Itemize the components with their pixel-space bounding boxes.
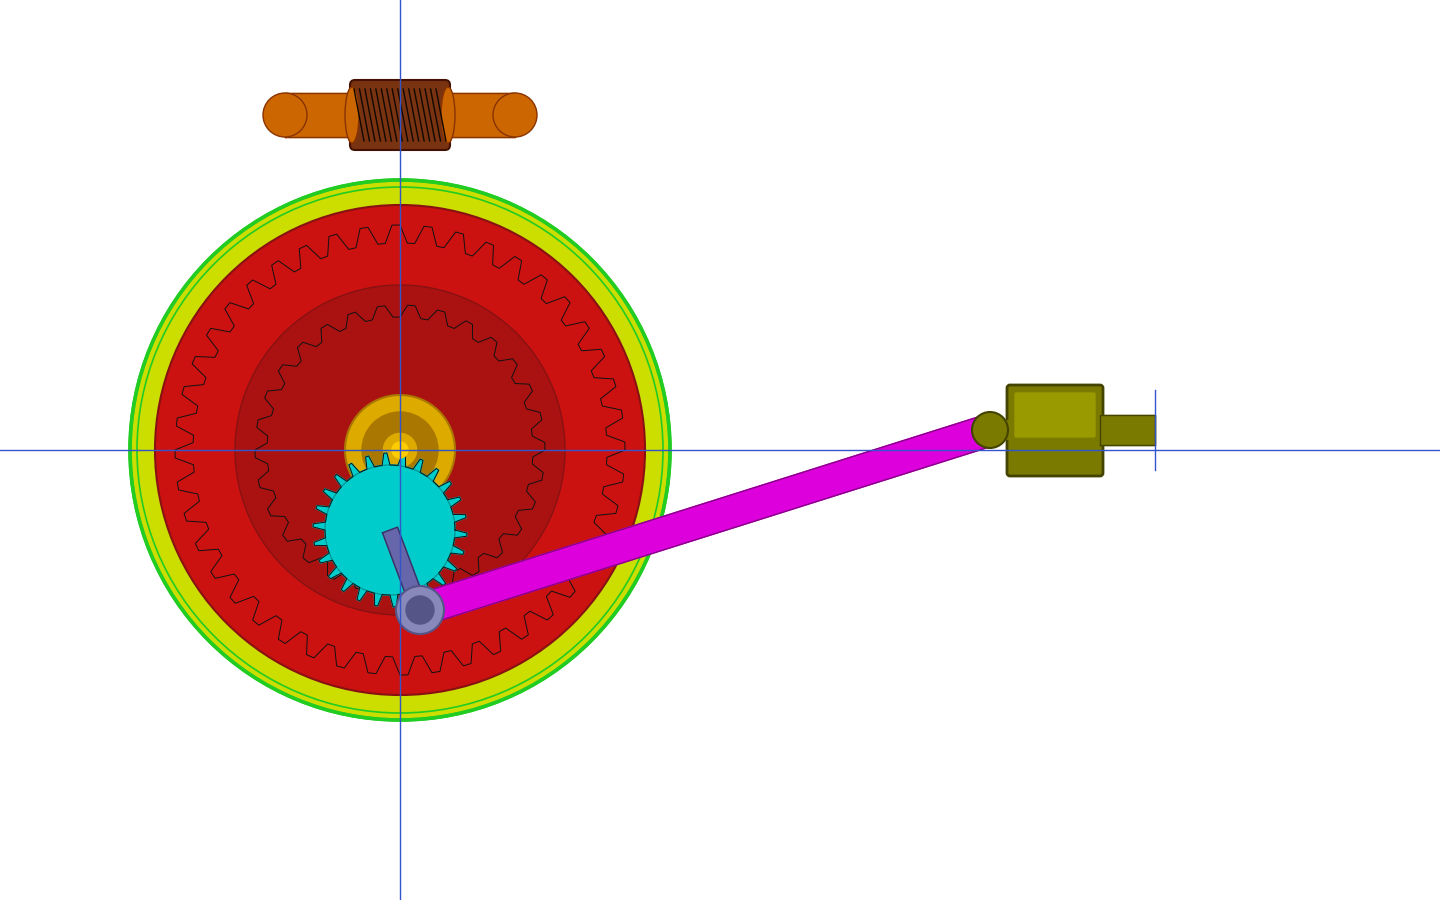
Ellipse shape: [346, 87, 359, 143]
Polygon shape: [176, 225, 625, 675]
Polygon shape: [975, 420, 1009, 440]
Circle shape: [156, 205, 645, 695]
Ellipse shape: [441, 87, 455, 143]
Polygon shape: [285, 93, 516, 137]
Circle shape: [392, 442, 408, 458]
Circle shape: [235, 285, 564, 615]
Polygon shape: [415, 415, 995, 626]
Circle shape: [972, 412, 1008, 448]
Circle shape: [492, 93, 537, 137]
Circle shape: [325, 465, 455, 595]
FancyBboxPatch shape: [1007, 385, 1103, 476]
Circle shape: [264, 93, 307, 137]
Circle shape: [396, 586, 444, 634]
Polygon shape: [1100, 415, 1155, 445]
Circle shape: [406, 596, 433, 624]
Polygon shape: [255, 305, 544, 595]
FancyBboxPatch shape: [350, 80, 449, 150]
Circle shape: [382, 432, 418, 468]
Circle shape: [130, 180, 670, 720]
Circle shape: [361, 412, 438, 488]
Circle shape: [346, 395, 455, 505]
Polygon shape: [312, 453, 467, 607]
Polygon shape: [383, 527, 428, 613]
FancyBboxPatch shape: [1014, 392, 1096, 438]
